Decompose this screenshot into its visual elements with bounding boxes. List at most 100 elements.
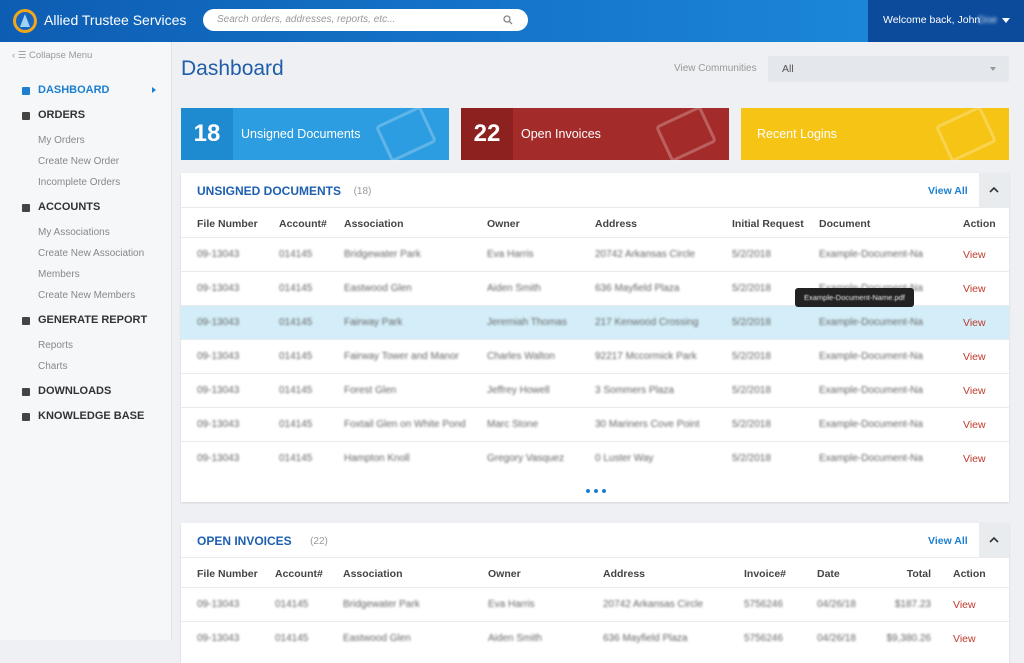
collapse-button[interactable] — [979, 523, 1009, 557]
cell: Fairway Tower and Manor — [344, 351, 459, 362]
cell: 0 Luster Way — [595, 453, 654, 464]
search-box[interactable]: Search orders, addresses, reports, etc..… — [203, 9, 528, 31]
summary-card[interactable]: 18 Unsigned Documents — [181, 105, 449, 163]
menu-icon — [22, 87, 30, 95]
tooltip-text: Example-Document-Name.pdf — [804, 293, 905, 302]
brand[interactable]: Allied Trustee Services — [44, 12, 187, 28]
cell: 014145 — [275, 633, 309, 644]
table-row[interactable]: 09-13043 014145 Hampton Knoll Gregory Vasqu… — [181, 441, 1009, 475]
panel-count: (18) — [353, 186, 372, 197]
cell: 09-13043 — [197, 633, 240, 644]
view-all[interactable]: View All — [928, 535, 968, 547]
menu-item[interactable]: Create New Association — [38, 248, 145, 259]
view-link[interactable]: View — [963, 419, 986, 431]
menu-item[interactable]: Charts — [38, 361, 68, 372]
view-all[interactable]: View All — [928, 185, 968, 197]
cell: 5/2/2018 — [732, 317, 771, 328]
collapse-button[interactable] — [979, 173, 1009, 207]
cell: 014145 — [275, 599, 309, 610]
cell: Fairway Park — [344, 317, 403, 328]
cell: Charles Walton — [487, 351, 555, 362]
card-label: Unsigned Documents — [241, 127, 361, 141]
card-label: Recent Logins — [757, 127, 837, 141]
cell: 09-13043 — [197, 453, 240, 464]
cell: 30 Mariners Cove Point — [595, 419, 700, 430]
cell: 5/2/2018 — [732, 419, 771, 430]
cell: Marc Stone — [487, 419, 539, 430]
menu-icon — [22, 317, 30, 325]
cell: 5/2/2018 — [732, 385, 771, 396]
table-row[interactable]: 09-13043 014145 Bridgewater Park Eva Harris… — [181, 237, 1009, 271]
view-link[interactable]: View — [953, 633, 976, 645]
card-label: Open Invoices — [521, 127, 601, 141]
menu-item[interactable]: Create New Members — [38, 290, 136, 301]
menu-item[interactable]: Create New Order — [38, 156, 120, 167]
cell: 636 Mayfield Plaza — [595, 283, 680, 294]
view-link[interactable]: View — [963, 385, 986, 397]
community-select[interactable]: All — [768, 56, 1009, 82]
summary-card[interactable]: 22 Open Invoices — [461, 105, 729, 163]
summary-card[interactable]: Recent Logins — [741, 105, 1009, 163]
cell: Eva Harris — [488, 599, 535, 610]
table-row[interactable]: 09-13043 014145 Forest Glen Jeffrey Howell 3… — [181, 373, 1009, 407]
cell: $9,380.26 — [886, 633, 932, 644]
menu-section[interactable]: ACCOUNTS — [38, 201, 101, 213]
cell: 014145 — [279, 283, 313, 294]
view-link[interactable]: View — [963, 453, 986, 465]
menu-item[interactable]: Incomplete Orders — [38, 177, 121, 188]
table-row[interactable]: 09-13043 014145 Foxtail Glen on White Pond… — [181, 407, 1009, 441]
menu-section[interactable]: GENERATE REPORT — [38, 314, 148, 326]
cell: Aiden Smith — [487, 283, 541, 294]
table-row[interactable]: 09-13043 014145 Fairway Tower and Manor Cha… — [181, 339, 1009, 373]
menu-item[interactable]: My Orders — [38, 135, 85, 146]
menu-item[interactable]: My Associations — [38, 227, 110, 238]
menu-icon — [22, 413, 30, 421]
card-number: 18 — [181, 108, 233, 160]
cell: 5756246 — [744, 599, 783, 610]
column-header: Address — [603, 568, 646, 580]
cell: Eva Harris — [487, 249, 534, 260]
cell: Jeffrey Howell — [487, 385, 550, 396]
cell: 09-13043 — [197, 599, 240, 610]
cell: Forest Glen — [344, 385, 397, 396]
menu-item[interactable]: Reports — [38, 340, 74, 351]
menu-item[interactable]: Members — [38, 269, 80, 280]
menu-section[interactable]: KNOWLEDGE BASE — [38, 410, 145, 422]
menu-section[interactable]: ORDERS — [38, 109, 86, 121]
menu-section[interactable]: DOWNLOADS — [38, 385, 112, 397]
dots[interactable] — [585, 488, 607, 494]
cell: 5/2/2018 — [732, 283, 771, 294]
menu-section[interactable]: DASHBOARD — [38, 84, 110, 96]
table-row[interactable]: 09-13043 014145 Fairway Park Jeremiah Thoma… — [181, 288, 1009, 339]
view-link[interactable]: View — [953, 599, 976, 611]
table-row[interactable]: 09-13043 014145 Eastwood Glen Aiden Smith 63… — [181, 621, 1009, 655]
chevron — [989, 536, 999, 543]
cell: 09-13043 — [197, 419, 240, 430]
collapse-label: Collapse Menu — [28, 50, 93, 61]
view-link[interactable]: View — [963, 249, 986, 261]
column-header: Address — [595, 218, 638, 230]
panel-count: (22) — [310, 536, 328, 547]
chevron — [989, 186, 999, 193]
search-placeholder: Search orders, addresses, reports, etc..… — [217, 14, 396, 25]
view-link[interactable]: View — [963, 317, 986, 329]
cell: Gregory Vasquez — [487, 453, 565, 464]
cell: 92217 Mccormick Park — [595, 351, 697, 362]
cell: Example-Document-Na — [819, 419, 923, 430]
cell: Bridgewater Park — [344, 249, 421, 260]
user-menu[interactable]: Welcome back, John Doe — [868, 0, 1024, 42]
cell: Foxtail Glen on White Pond — [344, 419, 466, 430]
view-link[interactable]: View — [963, 283, 986, 295]
cell: 014145 — [279, 317, 313, 328]
column-header: File Number — [197, 218, 258, 230]
card-icon — [654, 105, 718, 163]
page-title: Dashboard — [181, 57, 284, 80]
view-link[interactable]: View — [963, 351, 986, 363]
cell: $187.23 — [894, 599, 931, 610]
collapse-menu[interactable]: ‹ ☰ Collapse Menu — [12, 50, 93, 61]
column-header: Total — [906, 568, 931, 580]
column-header: Account# — [275, 568, 323, 580]
table-row[interactable]: 09-13043 014145 Bridgewater Park Eva Harris… — [181, 587, 1009, 621]
column-header: Initial Request — [732, 218, 804, 230]
